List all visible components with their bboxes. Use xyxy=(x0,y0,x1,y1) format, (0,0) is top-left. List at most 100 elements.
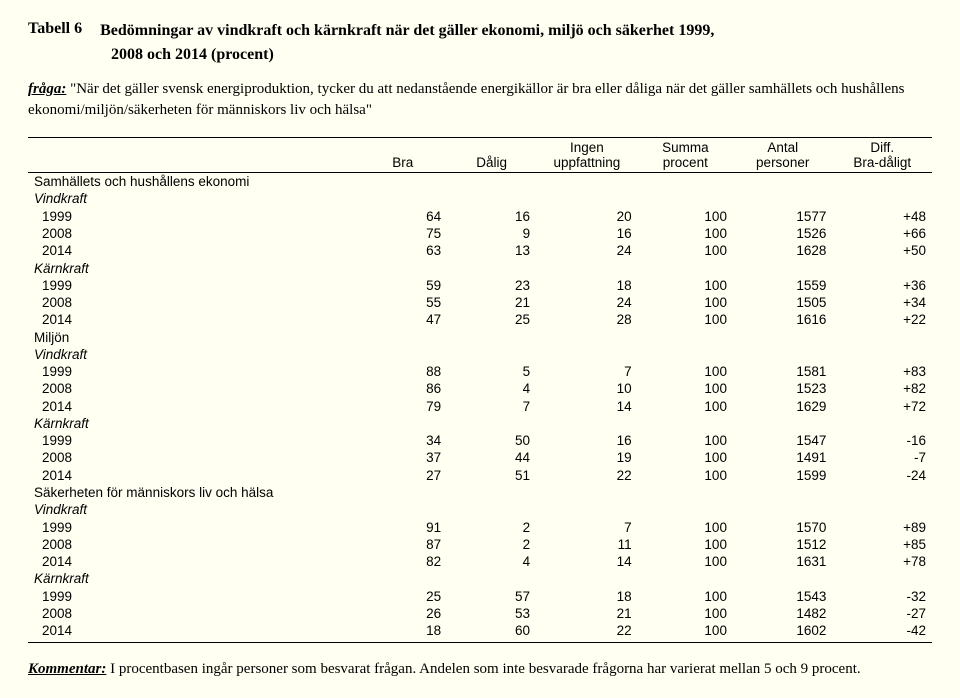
header-ingen: Ingenuppfattning xyxy=(536,138,638,173)
cell-diff: +78 xyxy=(832,553,932,570)
header-summa: Summaprocent xyxy=(638,138,733,173)
cell-diff: -27 xyxy=(832,605,932,622)
subsection-row: Vindkraft xyxy=(28,190,932,207)
cell-bra: 88 xyxy=(358,363,447,380)
cell-diff: +72 xyxy=(832,398,932,415)
cell-dalig: 9 xyxy=(447,225,536,242)
cell-dalig: 4 xyxy=(447,380,536,397)
cell-ingen: 18 xyxy=(536,277,638,294)
cell-ingen: 22 xyxy=(536,467,638,484)
table-row: 20082653211001482-27 xyxy=(28,605,932,622)
table-row: 2008759161001526+66 xyxy=(28,225,932,242)
cell-dalig: 50 xyxy=(447,432,536,449)
subsection-label: Kärnkraft xyxy=(28,415,932,432)
cell-antal: 1631 xyxy=(733,553,833,570)
cell-summa: 100 xyxy=(638,605,733,622)
cell-dalig: 7 xyxy=(447,398,536,415)
cell-antal: 1629 xyxy=(733,398,833,415)
cell-antal: 1602 xyxy=(733,622,833,643)
cell-ingen: 14 xyxy=(536,398,638,415)
cell-year: 2014 xyxy=(28,622,358,643)
cell-antal: 1581 xyxy=(733,363,833,380)
cell-summa: 100 xyxy=(638,398,733,415)
question-text: "När det gäller svensk energiproduktion,… xyxy=(28,81,905,118)
cell-bra: 59 xyxy=(358,277,447,294)
section-row: Miljön xyxy=(28,329,932,346)
cell-summa: 100 xyxy=(638,432,733,449)
cell-ingen: 11 xyxy=(536,536,638,553)
cell-antal: 1570 xyxy=(733,519,833,536)
cell-summa: 100 xyxy=(638,449,733,466)
cell-dalig: 4 xyxy=(447,553,536,570)
cell-dalig: 2 xyxy=(447,536,536,553)
cell-diff: -32 xyxy=(832,588,932,605)
cell-summa: 100 xyxy=(638,536,733,553)
cell-ingen: 19 xyxy=(536,449,638,466)
cell-bra: 64 xyxy=(358,208,447,225)
cell-dalig: 57 xyxy=(447,588,536,605)
cell-year: 2008 xyxy=(28,536,358,553)
cell-year: 1999 xyxy=(28,519,358,536)
table-number: Tabell 6 xyxy=(28,20,100,38)
cell-bra: 55 xyxy=(358,294,447,311)
cell-year: 2014 xyxy=(28,467,358,484)
cell-ingen: 24 xyxy=(536,294,638,311)
subsection-row: Kärnkraft xyxy=(28,260,932,277)
table-title: Tabell 6 Bedömningar av vindkraft och kä… xyxy=(28,20,932,42)
cell-ingen: 10 xyxy=(536,380,638,397)
cell-bra: 87 xyxy=(358,536,447,553)
question-label: fråga: xyxy=(28,81,66,97)
cell-summa: 100 xyxy=(638,294,733,311)
cell-summa: 100 xyxy=(638,225,733,242)
cell-diff: +89 xyxy=(832,519,932,536)
section-label: Miljön xyxy=(28,329,932,346)
cell-diff: +50 xyxy=(832,242,932,259)
cell-diff: +82 xyxy=(832,380,932,397)
section-label: Samhällets och hushållens ekonomi xyxy=(28,173,932,191)
cell-ingen: 7 xyxy=(536,363,638,380)
header-bra: Bra xyxy=(358,138,447,173)
cell-ingen: 16 xyxy=(536,225,638,242)
cell-summa: 100 xyxy=(638,519,733,536)
cell-summa: 100 xyxy=(638,588,733,605)
cell-year: 2014 xyxy=(28,398,358,415)
table-row: 19995923181001559+36 xyxy=(28,277,932,294)
cell-dalig: 44 xyxy=(447,449,536,466)
header-row: Bra Dålig Ingenuppfattning Summaprocent … xyxy=(28,138,932,173)
cell-antal: 1526 xyxy=(733,225,833,242)
table-row: 20085521241001505+34 xyxy=(28,294,932,311)
cell-dalig: 13 xyxy=(447,242,536,259)
table-row: 199991271001570+89 xyxy=(28,519,932,536)
data-table: Bra Dålig Ingenuppfattning Summaprocent … xyxy=(28,137,932,643)
section-row: Säkerheten för människors liv och hälsa xyxy=(28,484,932,501)
cell-year: 1999 xyxy=(28,208,358,225)
cell-bra: 27 xyxy=(358,467,447,484)
cell-antal: 1543 xyxy=(733,588,833,605)
subsection-label: Vindkraft xyxy=(28,501,932,518)
cell-diff: -7 xyxy=(832,449,932,466)
comment-text: I procentbasen ingår personer som besvar… xyxy=(110,661,861,677)
cell-diff: -42 xyxy=(832,622,932,643)
cell-diff: +22 xyxy=(832,311,932,328)
cell-antal: 1505 xyxy=(733,294,833,311)
table-row: 2008872111001512+85 xyxy=(28,536,932,553)
cell-year: 2008 xyxy=(28,605,358,622)
cell-dalig: 60 xyxy=(447,622,536,643)
cell-bra: 18 xyxy=(358,622,447,643)
cell-year: 2014 xyxy=(28,242,358,259)
cell-dalig: 53 xyxy=(447,605,536,622)
cell-diff: +34 xyxy=(832,294,932,311)
subsection-row: Kärnkraft xyxy=(28,570,932,587)
cell-antal: 1599 xyxy=(733,467,833,484)
cell-ingen: 16 xyxy=(536,432,638,449)
cell-ingen: 22 xyxy=(536,622,638,643)
cell-bra: 91 xyxy=(358,519,447,536)
cell-summa: 100 xyxy=(638,622,733,643)
cell-ingen: 24 xyxy=(536,242,638,259)
cell-year: 1999 xyxy=(28,277,358,294)
cell-bra: 75 xyxy=(358,225,447,242)
cell-diff: +66 xyxy=(832,225,932,242)
cell-ingen: 20 xyxy=(536,208,638,225)
cell-year: 1999 xyxy=(28,363,358,380)
cell-ingen: 14 xyxy=(536,553,638,570)
